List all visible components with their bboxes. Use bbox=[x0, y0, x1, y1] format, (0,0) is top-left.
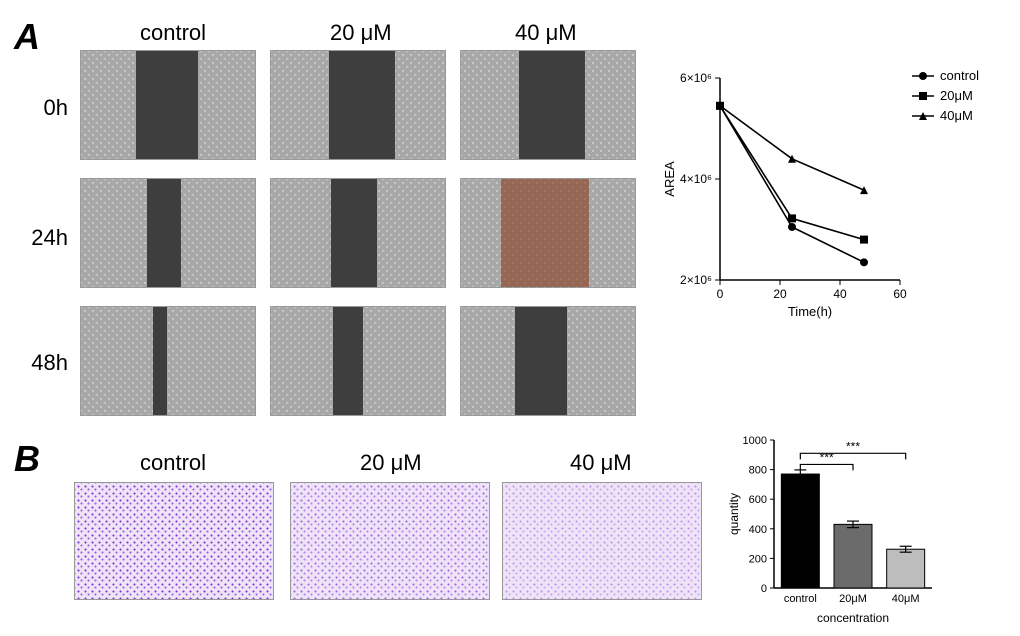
svg-text:0: 0 bbox=[761, 583, 767, 595]
panel-a-row-label: 24h bbox=[0, 225, 68, 251]
colony-micrograph bbox=[502, 482, 702, 600]
micrograph-texture bbox=[291, 483, 489, 599]
svg-text:6×10⁶: 6×10⁶ bbox=[680, 71, 712, 85]
panel-b-col-label: 40 μM bbox=[570, 450, 632, 476]
panel-a-col-label: 40 μM bbox=[515, 20, 577, 46]
svg-text:40μM: 40μM bbox=[892, 593, 920, 605]
scratch-gap bbox=[501, 179, 589, 287]
svg-text:AREA: AREA bbox=[662, 161, 677, 197]
scratch-micrograph bbox=[270, 306, 446, 416]
panel-a-row-label: 0h bbox=[0, 95, 68, 121]
scratch-micrograph bbox=[80, 306, 256, 416]
svg-text:20: 20 bbox=[773, 287, 787, 301]
svg-text:400: 400 bbox=[749, 524, 767, 536]
panel-b-label: B bbox=[14, 438, 40, 480]
svg-text:2×10⁶: 2×10⁶ bbox=[680, 273, 712, 287]
panel-a-col-label: 20 μM bbox=[330, 20, 392, 46]
scratch-gap bbox=[329, 51, 395, 159]
svg-text:control: control bbox=[784, 593, 817, 605]
scratch-micrograph bbox=[270, 50, 446, 160]
scratch-micrograph bbox=[460, 50, 636, 160]
svg-text:Time(h): Time(h) bbox=[788, 304, 832, 319]
svg-text:***: *** bbox=[846, 439, 860, 453]
svg-text:0: 0 bbox=[717, 287, 724, 301]
panel-b-col-label: 20 μM bbox=[360, 450, 422, 476]
svg-text:quantity: quantity bbox=[727, 493, 741, 535]
svg-text:600: 600 bbox=[749, 494, 767, 506]
svg-text:40: 40 bbox=[833, 287, 847, 301]
svg-text:1000: 1000 bbox=[743, 435, 767, 447]
colony-micrograph bbox=[290, 482, 490, 600]
svg-text:200: 200 bbox=[749, 553, 767, 565]
micrograph-texture bbox=[503, 483, 701, 599]
colony-micrograph bbox=[74, 482, 274, 600]
scratch-micrograph bbox=[80, 178, 256, 288]
scratch-micrograph bbox=[80, 50, 256, 160]
scratch-micrograph bbox=[460, 178, 636, 288]
scratch-gap bbox=[136, 51, 198, 159]
panel-b-bar-chart: 0 200 400 600 800 1000 quantity concentrationco… bbox=[722, 430, 992, 626]
micrograph-texture bbox=[81, 307, 255, 415]
svg-text:20μM: 20μM bbox=[940, 88, 973, 103]
svg-text:800: 800 bbox=[749, 465, 767, 477]
scratch-micrograph bbox=[460, 306, 636, 416]
panel-a-label: A bbox=[14, 16, 40, 58]
svg-text:concentration: concentration bbox=[817, 611, 889, 625]
scratch-micrograph bbox=[270, 178, 446, 288]
svg-text:***: *** bbox=[820, 450, 834, 464]
svg-text:20μM: 20μM bbox=[839, 593, 867, 605]
panel-a-row-label: 48h bbox=[0, 350, 68, 376]
svg-text:60: 60 bbox=[893, 287, 907, 301]
svg-text:control: control bbox=[940, 68, 979, 83]
panel-a-line-chart: 0 20 40 60 2×10⁶ 4×10⁶ 6×10⁶ Time(h) AREA control… bbox=[660, 60, 990, 320]
micrograph-texture bbox=[75, 483, 273, 599]
panel-b-col-label: control bbox=[140, 450, 206, 476]
svg-text:40μM: 40μM bbox=[940, 108, 973, 123]
scratch-gap bbox=[515, 307, 567, 415]
svg-text:4×10⁶: 4×10⁶ bbox=[680, 172, 712, 186]
scratch-gap bbox=[519, 51, 585, 159]
scratch-gap bbox=[147, 179, 181, 287]
scratch-gap bbox=[333, 307, 363, 415]
scratch-gap bbox=[153, 307, 167, 415]
panel-a-col-label: control bbox=[140, 20, 206, 46]
scratch-gap bbox=[331, 179, 377, 287]
